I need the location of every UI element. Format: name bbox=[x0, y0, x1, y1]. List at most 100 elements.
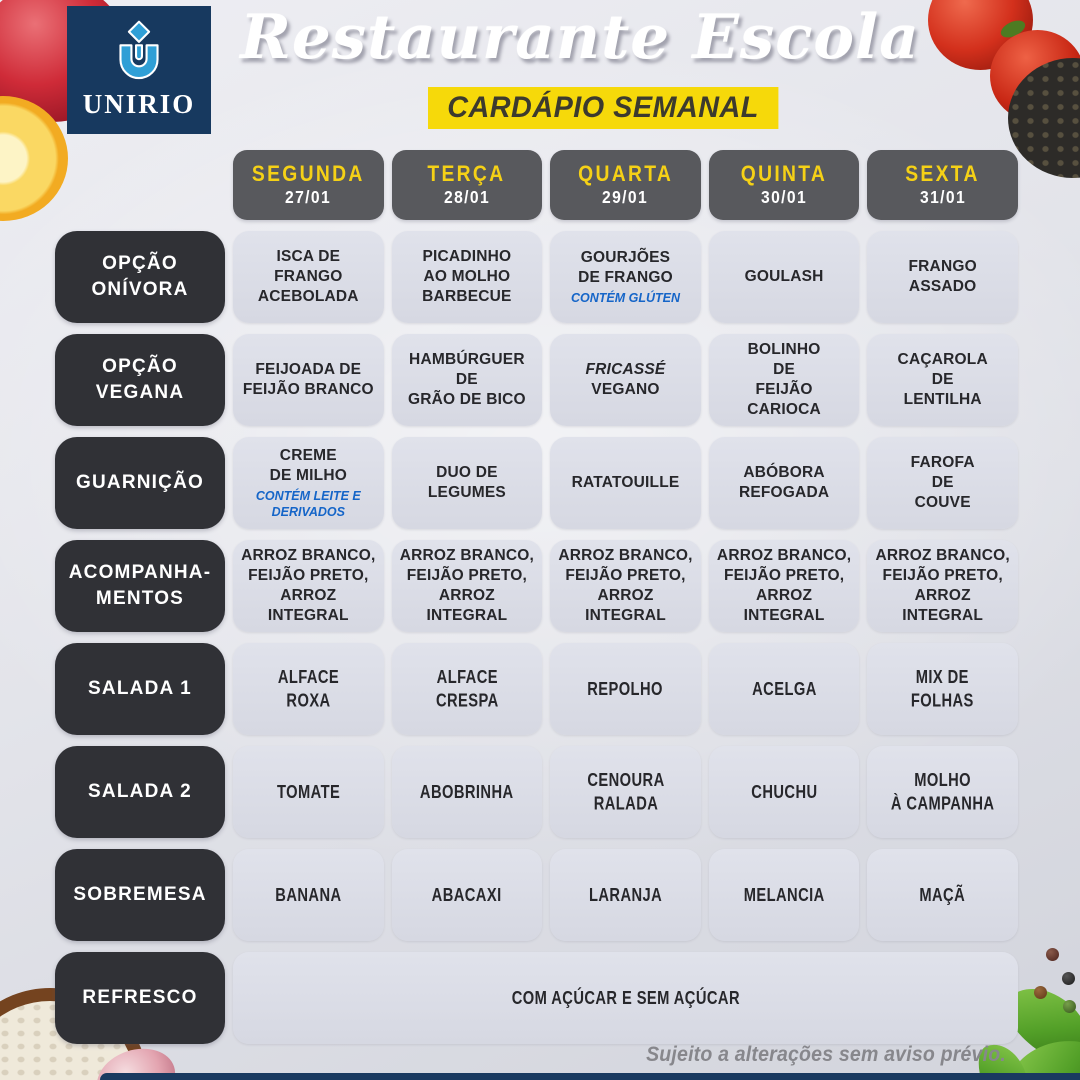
day-name: QUINTA bbox=[740, 162, 828, 186]
menu-cell-text: HAMBÚRGUER DE GRÃO DE BICO bbox=[407, 350, 526, 409]
menu-cell-text: CENOURA RALADA bbox=[586, 769, 665, 814]
day-name: SEGUNDA bbox=[251, 162, 365, 186]
menu-cell-text: ARROZ BRANCO, FEIJÃO PRETO, ARROZ INTEGR… bbox=[716, 546, 852, 625]
menu-cell-salada-1: REPOLHO bbox=[550, 643, 701, 735]
peppercorn-photo bbox=[1034, 986, 1047, 999]
menu-cell-text: ARROZ BRANCO, FEIJÃO PRETO, ARROZ INTEGR… bbox=[241, 546, 376, 625]
footer-bar bbox=[100, 1073, 1080, 1080]
menu-cell-text: REPOLHO bbox=[587, 678, 664, 700]
menu-cell-line: FRICASSÉ bbox=[585, 360, 666, 378]
row-label-opcao-onivora: OPÇÃO ONÍVORA bbox=[55, 231, 225, 323]
menu-cell-text: BOLINHO DE FEIJÃO CARIOCA bbox=[747, 340, 821, 419]
day-date: 30/01 bbox=[761, 187, 808, 207]
menu-cell-sobremesa: MELANCIA bbox=[708, 849, 860, 941]
menu-cell-guarnicao: CREME DE MILHO CONTÉM LEITE E DERIVADOS bbox=[233, 437, 384, 529]
row-label-opcao-vegana: OPÇÃO VEGANA bbox=[55, 334, 225, 426]
menu-cell-opcao-vegana: BOLINHO DE FEIJÃO CARIOCA bbox=[708, 334, 860, 426]
unirio-emblem-icon bbox=[119, 20, 159, 80]
menu-cell-acompanhamentos: ARROZ BRANCO, FEIJÃO PRETO, ARROZ INTEGR… bbox=[233, 540, 384, 632]
menu-cell-text: FEIJOADA DE FEIJÃO BRANCO bbox=[242, 360, 374, 398]
day-header-sexta: SEXTA 31/01 bbox=[867, 150, 1018, 220]
page-title: Restaurante Escola bbox=[240, 2, 920, 73]
menu-cell-acompanhamentos: ARROZ BRANCO, FEIJÃO PRETO, ARROZ INTEGR… bbox=[867, 540, 1018, 632]
menu-cell-text: ALFACE CRESPA bbox=[435, 666, 499, 711]
menu-cell-sobremesa: LARANJA bbox=[550, 849, 701, 941]
menu-cell-opcao-onivora: GOULASH bbox=[708, 231, 860, 323]
disclaimer-note: Sujeito a alterações sem aviso prévio. bbox=[646, 1043, 1006, 1066]
menu-cell-text: FRICASSÉ VEGANO bbox=[586, 360, 666, 400]
row-label-text: SALADA 1 bbox=[88, 678, 192, 700]
menu-cell-sobremesa: MAÇÃ bbox=[867, 849, 1018, 941]
menu-cell-opcao-vegana: FEIJOADA DE FEIJÃO BRANCO bbox=[233, 334, 384, 426]
row-label-salada-1: SALADA 1 bbox=[55, 643, 225, 735]
menu-cell-text: FAROFA DE COUVE bbox=[910, 453, 975, 512]
menu-cell-sobremesa: ABACAXI bbox=[391, 849, 543, 941]
day-name: TERÇA bbox=[427, 162, 506, 186]
menu-cell-text: CAÇAROLA DE LENTILHA bbox=[897, 350, 988, 409]
menu-cell-text: MELANCIA bbox=[743, 884, 825, 906]
row-label-sobremesa: SOBREMESA bbox=[55, 849, 225, 941]
menu-cell-text: DUO DE LEGUMES bbox=[427, 463, 506, 501]
menu-cell-salada-1: MIX DE FOLHAS bbox=[867, 643, 1018, 735]
menu-cell-text: ARROZ BRANCO, FEIJÃO PRETO, ARROZ INTEGR… bbox=[875, 546, 1010, 625]
menu-cell-guarnicao: DUO DE LEGUMES bbox=[391, 437, 543, 529]
row-label-acompanhamentos: ACOMPANHA- MENTOS bbox=[55, 540, 225, 632]
menu-cell-text: MIX DE FOLHAS bbox=[911, 666, 975, 711]
menu-cell-guarnicao: RATATOUILLE bbox=[550, 437, 701, 529]
menu-cell-text: ARROZ BRANCO, FEIJÃO PRETO, ARROZ INTEGR… bbox=[558, 546, 693, 625]
menu-cell-salada-1: ALFACE ROXA bbox=[233, 643, 384, 735]
row-label-text: ACOMPANHA- MENTOS bbox=[68, 562, 212, 609]
menu-grid: SEGUNDA 27/01 TERÇA 28/01 QUARTA 29/01 QUINTA 3… bbox=[55, 150, 1018, 1044]
menu-cell-text: RATATOUILLE bbox=[571, 473, 680, 491]
peppercorn-photo bbox=[1046, 948, 1059, 961]
menu-cell-salada-2: MOLHO À CAMPANHA bbox=[867, 746, 1018, 838]
day-date: 29/01 bbox=[602, 187, 649, 207]
allergen-note: CONTÉM LEITE E DERIVADOS bbox=[255, 489, 361, 519]
day-header-segunda: SEGUNDA 27/01 bbox=[233, 150, 384, 220]
day-date: 31/01 bbox=[919, 187, 966, 207]
day-header-quarta: QUARTA 29/01 bbox=[550, 150, 701, 220]
menu-cell-salada-2: CHUCHU bbox=[708, 746, 860, 838]
menu-cell-text: ISCA DE FRANGO ACEBOLADA bbox=[257, 247, 359, 306]
menu-cell-text: GOULASH bbox=[744, 267, 824, 285]
peppercorn-photo bbox=[1062, 972, 1075, 985]
menu-cell-text: GOURJÕES DE FRANGO bbox=[578, 248, 673, 286]
unirio-logo: UNIRIO bbox=[67, 6, 211, 134]
menu-cell-text: ABACAXI bbox=[431, 884, 502, 906]
menu-cell-text: PICADINHO AO MOLHO BARBECUE bbox=[422, 247, 512, 306]
grid-corner bbox=[55, 150, 225, 220]
day-header-terça: TERÇA 28/01 bbox=[391, 150, 543, 220]
row-label-text: OPÇÃO ONÍVORA bbox=[91, 253, 189, 300]
menu-cell-acompanhamentos: ARROZ BRANCO, FEIJÃO PRETO, ARROZ INTEGR… bbox=[391, 540, 543, 632]
menu-cell-guarnicao: FAROFA DE COUVE bbox=[867, 437, 1018, 529]
row-label-text: OPÇÃO VEGANA bbox=[95, 356, 185, 403]
menu-cell-text: CHUCHU bbox=[750, 781, 818, 803]
menu-cell-opcao-vegana: CAÇAROLA DE LENTILHA bbox=[867, 334, 1018, 426]
menu-cell-text: FRANGO ASSADO bbox=[908, 257, 977, 295]
subtitle-banner: CARDÁPIO SEMANAL bbox=[428, 87, 779, 129]
row-label-text: SOBREMESA bbox=[73, 884, 207, 906]
row-label-refresco: REFRESCO bbox=[55, 952, 225, 1044]
row-label-salada-2: SALADA 2 bbox=[55, 746, 225, 838]
menu-cell-salada-2: CENOURA RALADA bbox=[550, 746, 701, 838]
menu-cell-text: LARANJA bbox=[588, 884, 663, 906]
menu-cell-salada-2: ABOBRINHA bbox=[391, 746, 543, 838]
menu-cell-acompanhamentos: ARROZ BRANCO, FEIJÃO PRETO, ARROZ INTEGR… bbox=[550, 540, 701, 632]
menu-cell-text: ACELGA bbox=[751, 678, 817, 700]
menu-cell-salada-2: TOMATE bbox=[233, 746, 384, 838]
menu-cell-opcao-onivora: PICADINHO AO MOLHO BARBECUE bbox=[391, 231, 543, 323]
menu-cell-text: ABOBRINHA bbox=[420, 781, 514, 803]
row-label-text: REFRESCO bbox=[82, 987, 198, 1009]
menu-cell-sobremesa: BANANA bbox=[233, 849, 384, 941]
day-name: QUARTA bbox=[577, 162, 673, 186]
row-label-text: SALADA 2 bbox=[88, 781, 192, 803]
menu-cell-text: MAÇÃ bbox=[919, 884, 966, 906]
allergen-note: CONTÉM GLÚTEN bbox=[570, 290, 680, 305]
unirio-wordmark: UNIRIO bbox=[82, 89, 196, 119]
day-header-quinta: QUINTA 30/01 bbox=[708, 150, 860, 220]
day-date: 27/01 bbox=[285, 187, 332, 207]
menu-cell-text: BANANA bbox=[275, 884, 342, 906]
menu-cell-text: CREME DE MILHO bbox=[269, 446, 347, 484]
peppercorn-photo bbox=[1063, 1000, 1076, 1013]
